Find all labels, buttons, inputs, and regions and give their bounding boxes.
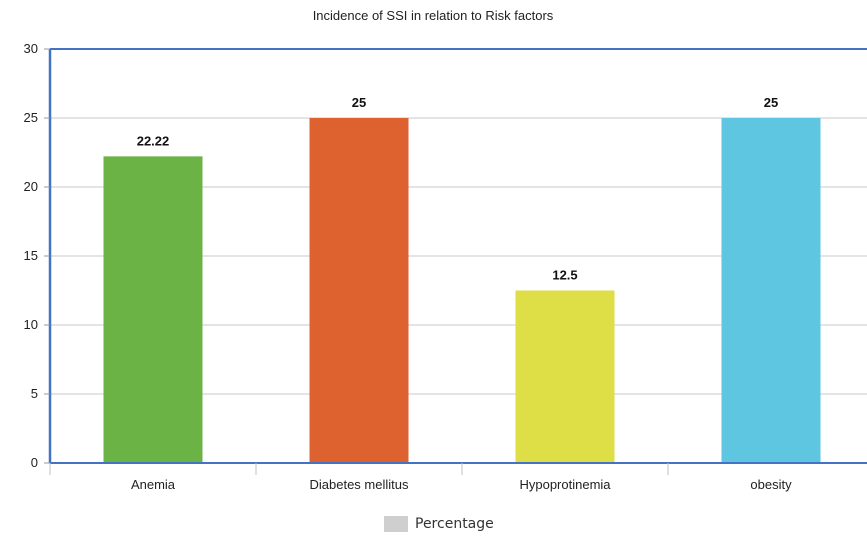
bars xyxy=(103,118,821,463)
chart-title: Incidence of SSI in relation to Risk fac… xyxy=(313,8,554,23)
y-tick-label: 25 xyxy=(24,110,38,125)
x-tick-label: Diabetes mellitus xyxy=(310,477,409,492)
y-tick-label: 0 xyxy=(31,455,38,470)
bar-hypoprotinemia xyxy=(515,290,615,463)
legend-label: Percentage xyxy=(415,516,494,532)
x-tick-label: Anemia xyxy=(131,477,176,492)
y-tick-labels: 0 5 10 15 20 25 30 xyxy=(24,41,50,470)
y-tick-label: 20 xyxy=(24,179,38,194)
legend-swatch xyxy=(384,516,408,532)
x-tick-label: obesity xyxy=(750,477,792,492)
bar-anemia xyxy=(103,156,203,463)
x-tick-labels: Anemia Diabetes mellitus Hypoprotinemia obe… xyxy=(49,463,792,492)
data-label: 12.5 xyxy=(552,268,577,283)
bar-diabetes-mellitus xyxy=(309,118,409,463)
y-tick-label: 10 xyxy=(24,317,38,332)
data-labels: 22.22 25 12.5 25 xyxy=(137,95,779,283)
y-tick-label: 30 xyxy=(24,41,38,56)
legend: Percentage xyxy=(384,516,494,532)
data-label: 25 xyxy=(352,95,366,110)
y-tick-label: 15 xyxy=(24,248,38,263)
x-tick-label: Hypoprotinemia xyxy=(519,477,611,492)
data-label: 25 xyxy=(764,95,778,110)
data-label: 22.22 xyxy=(137,133,170,148)
bar-obesity xyxy=(721,118,821,463)
y-tick-label: 5 xyxy=(31,386,38,401)
